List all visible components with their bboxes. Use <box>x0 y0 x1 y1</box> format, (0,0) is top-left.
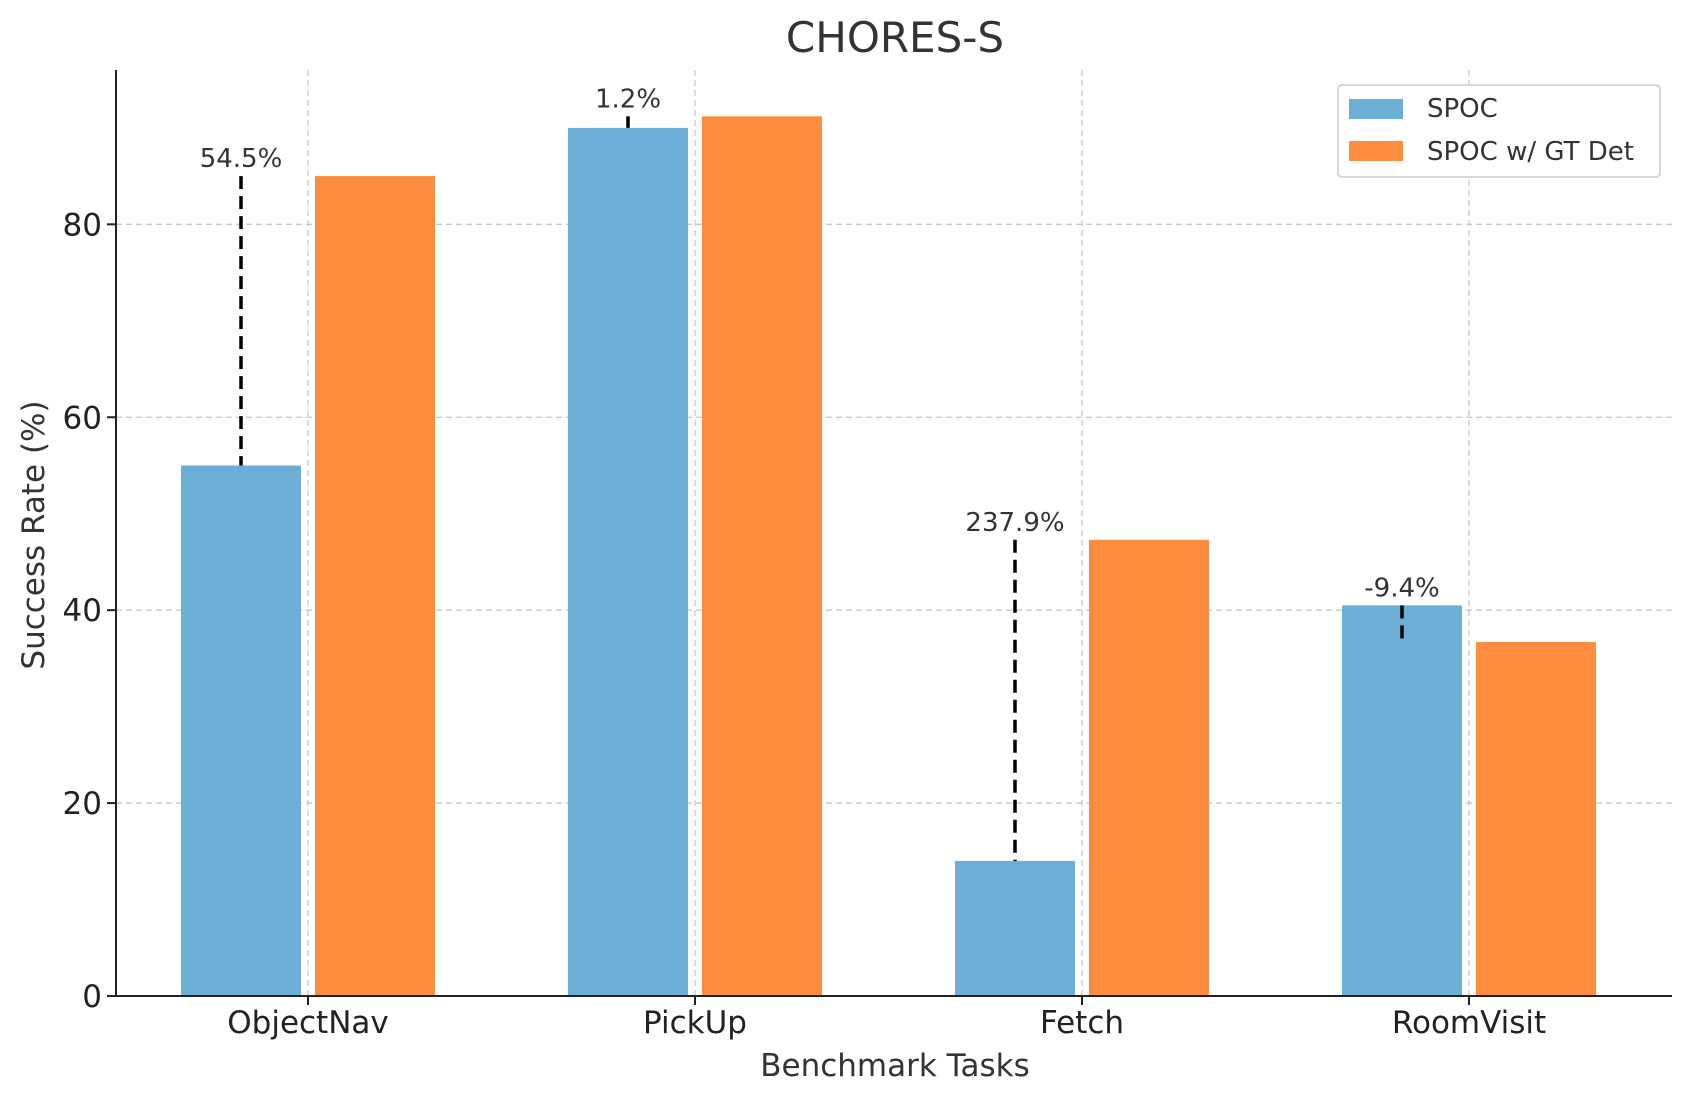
y-tick-label-60: 60 <box>63 400 102 436</box>
grid-layer <box>116 70 1672 996</box>
annotations-layer: 54.5% 1.2% 237.9% -9.4% <box>200 84 1440 861</box>
x-tick-label-objectnav: ObjectNav <box>227 1005 389 1041</box>
x-tick-label-fetch: Fetch <box>1040 1005 1124 1041</box>
legend-frame <box>1337 84 1661 178</box>
bar-spoc-w-gt-det-roomvisit <box>1476 641 1596 996</box>
improvement-label-objectnav: 54.5% <box>200 144 283 174</box>
improvement-label-pickup: 1.2% <box>595 84 661 114</box>
chart-title: CHORES-S <box>786 13 1004 62</box>
y-axis-label: Success Rate (%) <box>16 400 52 669</box>
bar-spoc-w-gt-det-pickup <box>702 116 822 997</box>
x-tick-label-roomvisit: RoomVisit <box>1392 1005 1546 1041</box>
improvement-label-fetch: 237.9% <box>965 508 1064 538</box>
y-tick-label-20: 20 <box>63 786 102 822</box>
bar-spoc-fetch <box>955 860 1075 996</box>
y-tick-label-40: 40 <box>63 593 102 629</box>
bar-spoc-roomvisit <box>1342 605 1462 996</box>
x-tick-label-pickup: PickUp <box>643 1005 747 1041</box>
legend: SPOC SPOC w/ GT Det <box>1337 84 1661 178</box>
y-tick-label-0: 0 <box>82 979 102 1015</box>
bar-spoc-w-gt-det-objectnav <box>315 176 435 996</box>
x-axis-label: Benchmark Tasks <box>760 1048 1029 1084</box>
bars-layer <box>181 116 1596 997</box>
improvement-label-roomvisit: -9.4% <box>1364 573 1439 603</box>
bar-spoc-w-gt-det-fetch <box>1089 539 1209 996</box>
axes-layer: 0 20 40 60 80 ObjectNav PickUp Fetch RoomVisit <box>63 70 1672 1041</box>
bar-spoc-pickup <box>568 127 688 996</box>
legend-label-spoc: SPOC <box>1427 94 1498 124</box>
legend-swatch-spoc-gt-det <box>1349 141 1403 161</box>
legend-swatch-spoc <box>1349 99 1403 119</box>
y-tick-label-80: 80 <box>63 207 102 243</box>
bar-spoc-objectnav <box>181 465 301 997</box>
legend-label-spoc-gt-det: SPOC w/ GT Det <box>1427 137 1634 167</box>
